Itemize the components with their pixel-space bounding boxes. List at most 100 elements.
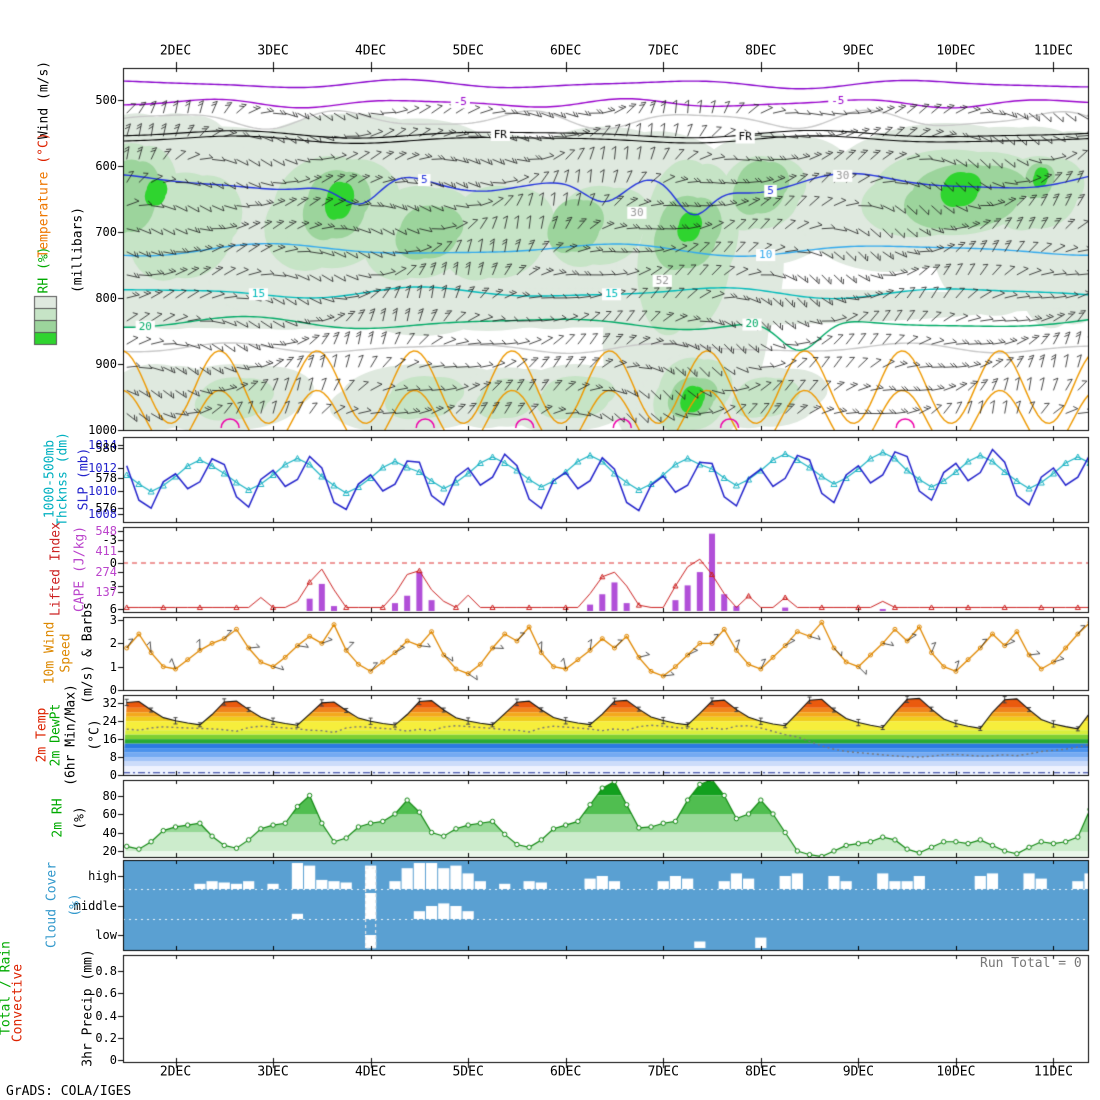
run-total-label: Run Total = 0 — [980, 956, 1082, 971]
precip-tick-label: 0.8 — [95, 964, 117, 978]
axis-title-text: 10m Wind — [42, 621, 58, 685]
temp-tick-label: 24 — [102, 714, 117, 729]
axis-title-p8c: 3hr Precip (mm) — [81, 949, 96, 1066]
thickness-tick-label: 580 — [95, 441, 117, 455]
axis-title-text: SLP (mb) — [76, 447, 92, 511]
pressure-tick-label: 700 — [95, 225, 117, 239]
axis-title-p7a: Cloud Cover — [45, 862, 60, 948]
axis-title-p8b: Convective — [11, 964, 26, 1042]
wind-speed-tick-label: 1 — [109, 659, 117, 674]
axis-title-text: (millibars) — [70, 206, 86, 294]
axis-title-text: (°C) — [87, 719, 103, 751]
date-label-bottom: 6DEC — [550, 1064, 582, 1080]
axis-title-text: (°C) — [36, 132, 52, 164]
cape-tick-label: 411 — [95, 544, 117, 559]
date-label-bottom: 10DEC — [936, 1064, 976, 1080]
wind-speed-tick-label: 2 — [109, 636, 117, 651]
slp-tick-label: 1012 — [88, 461, 117, 475]
axis-title-p5b: 2m DewPt — [49, 704, 64, 767]
axis-title-text: (%) — [72, 806, 88, 830]
date-label-top: 9DEC — [842, 43, 874, 59]
temp-tick-label: 8 — [109, 750, 117, 765]
axis-title-p5c: (6hr Min/Max) — [64, 684, 79, 786]
axis-title-text: 2m RH — [50, 798, 66, 838]
axis-title-text: Convective — [10, 963, 26, 1043]
precip-tick-label: 0.6 — [95, 986, 117, 1001]
axis-title-p3a: Lifted Index — [49, 522, 64, 616]
axis-title-p1d: (millibars) — [71, 207, 86, 293]
wind-speed-tick-label: 0 — [109, 683, 117, 697]
date-label-bottom: 7DEC — [647, 1064, 679, 1080]
date-label-bottom: 5DEC — [452, 1064, 484, 1080]
cape-tick-label: 548 — [95, 524, 117, 538]
axis-title-text: 2m DewPt — [48, 703, 64, 767]
axis-title-p1b: Temperature (°C) — [37, 132, 52, 257]
axis-title-p5a: 2m Temp — [35, 708, 50, 763]
pressure-tick-label: 500 — [95, 93, 117, 107]
axis-title-text: (m/s) & Barbs — [80, 602, 96, 704]
pressure-tick-label: 600 — [95, 159, 117, 173]
grads-credit: GrADS: COLA/IGES — [6, 1084, 132, 1099]
date-label-top: 10DEC — [936, 43, 976, 59]
axis-title-p5d: (°C) — [88, 719, 103, 750]
date-label-bottom: 3DEC — [257, 1064, 289, 1080]
axis-title-p4c: (m/s) & Barbs — [81, 602, 96, 704]
slp-tick-label: 1014 — [88, 438, 117, 452]
axis-title-text: (6hr Min/Max) — [63, 684, 79, 786]
axis-title-text: CAPE (J/kg) — [72, 525, 88, 613]
rh-tick-label: 60 — [102, 807, 117, 821]
axis-title-text: Temperature — [36, 163, 52, 258]
date-label-bottom: 9DEC — [842, 1064, 874, 1080]
axis-title-p1a: Wind (m/s) — [37, 61, 52, 139]
axis-title-text: Wind (m/s) — [36, 60, 52, 140]
pressure-tick-label: 800 — [95, 291, 117, 305]
precip-tick-label: 0.4 — [95, 1008, 117, 1023]
lifted-index-tick-label: -3 — [102, 533, 117, 547]
slp-tick-label: 1010 — [88, 484, 117, 498]
axis-title-text: Speed — [58, 633, 74, 673]
axis-title-p4a: 10m Wind — [43, 622, 58, 685]
date-label-bottom: 11DEC — [1033, 1064, 1074, 1080]
axis-title-text: Lifted Index — [48, 522, 64, 616]
axis-title-p2c: SLP (mb) — [77, 448, 92, 511]
slp-tick-label: 1008 — [88, 507, 117, 521]
lifted-index-tick-label: 0 — [109, 556, 117, 570]
axis-title-text: Cloud Cover — [44, 861, 60, 949]
date-label-top: 3DEC — [257, 43, 289, 59]
cloud-row-label: middle — [73, 899, 117, 913]
lifted-index-tick-label: 3 — [109, 579, 117, 593]
cloud-row-label: low — [95, 928, 117, 942]
pressure-tick-label: 900 — [95, 357, 117, 371]
date-label-top: 4DEC — [354, 43, 387, 59]
thickness-tick-label: 578 — [95, 471, 117, 485]
wind-speed-tick-label: 3 — [109, 613, 117, 627]
rh-tick-label: 40 — [102, 825, 117, 840]
thickness-tick-label: 576 — [95, 501, 117, 515]
date-label-top: 5DEC — [452, 43, 484, 59]
axis-title-p4b: Speed — [59, 633, 74, 672]
rh-tick-label: 80 — [102, 788, 117, 803]
axis-title-p6b: (%) — [73, 806, 88, 829]
pressure-tick-label: 1000 — [88, 423, 117, 437]
date-label-top: 6DEC — [550, 43, 582, 59]
axis-title-text: RH (%) — [36, 246, 52, 294]
axis-title-text: Thcknss (dm) — [55, 432, 71, 526]
cape-tick-label: 137 — [95, 584, 117, 599]
axis-title-p6a: 2m RH — [51, 798, 66, 837]
lifted-index-tick-label: 6 — [109, 602, 117, 616]
date-label-bottom: 4DEC — [354, 1064, 387, 1080]
temp-tick-label: 16 — [102, 732, 117, 747]
axis-title-p2b: Thcknss (dm) — [56, 432, 71, 526]
axis-title-text: 2m Temp — [34, 707, 50, 763]
date-label-top: 2DEC — [159, 43, 192, 59]
precip-tick-label: 0 — [109, 1053, 117, 1067]
date-label-bottom: 8DEC — [745, 1064, 777, 1080]
axis-title-text: 3hr Precip (mm) — [80, 949, 96, 1067]
date-label-top: 11DEC — [1033, 43, 1074, 59]
date-label-top: 8DEC — [745, 43, 777, 59]
axis-title-text: (%) — [67, 893, 83, 917]
precip-tick-label: 0.2 — [95, 1030, 117, 1045]
temp-tick-label: 0 — [109, 768, 117, 782]
